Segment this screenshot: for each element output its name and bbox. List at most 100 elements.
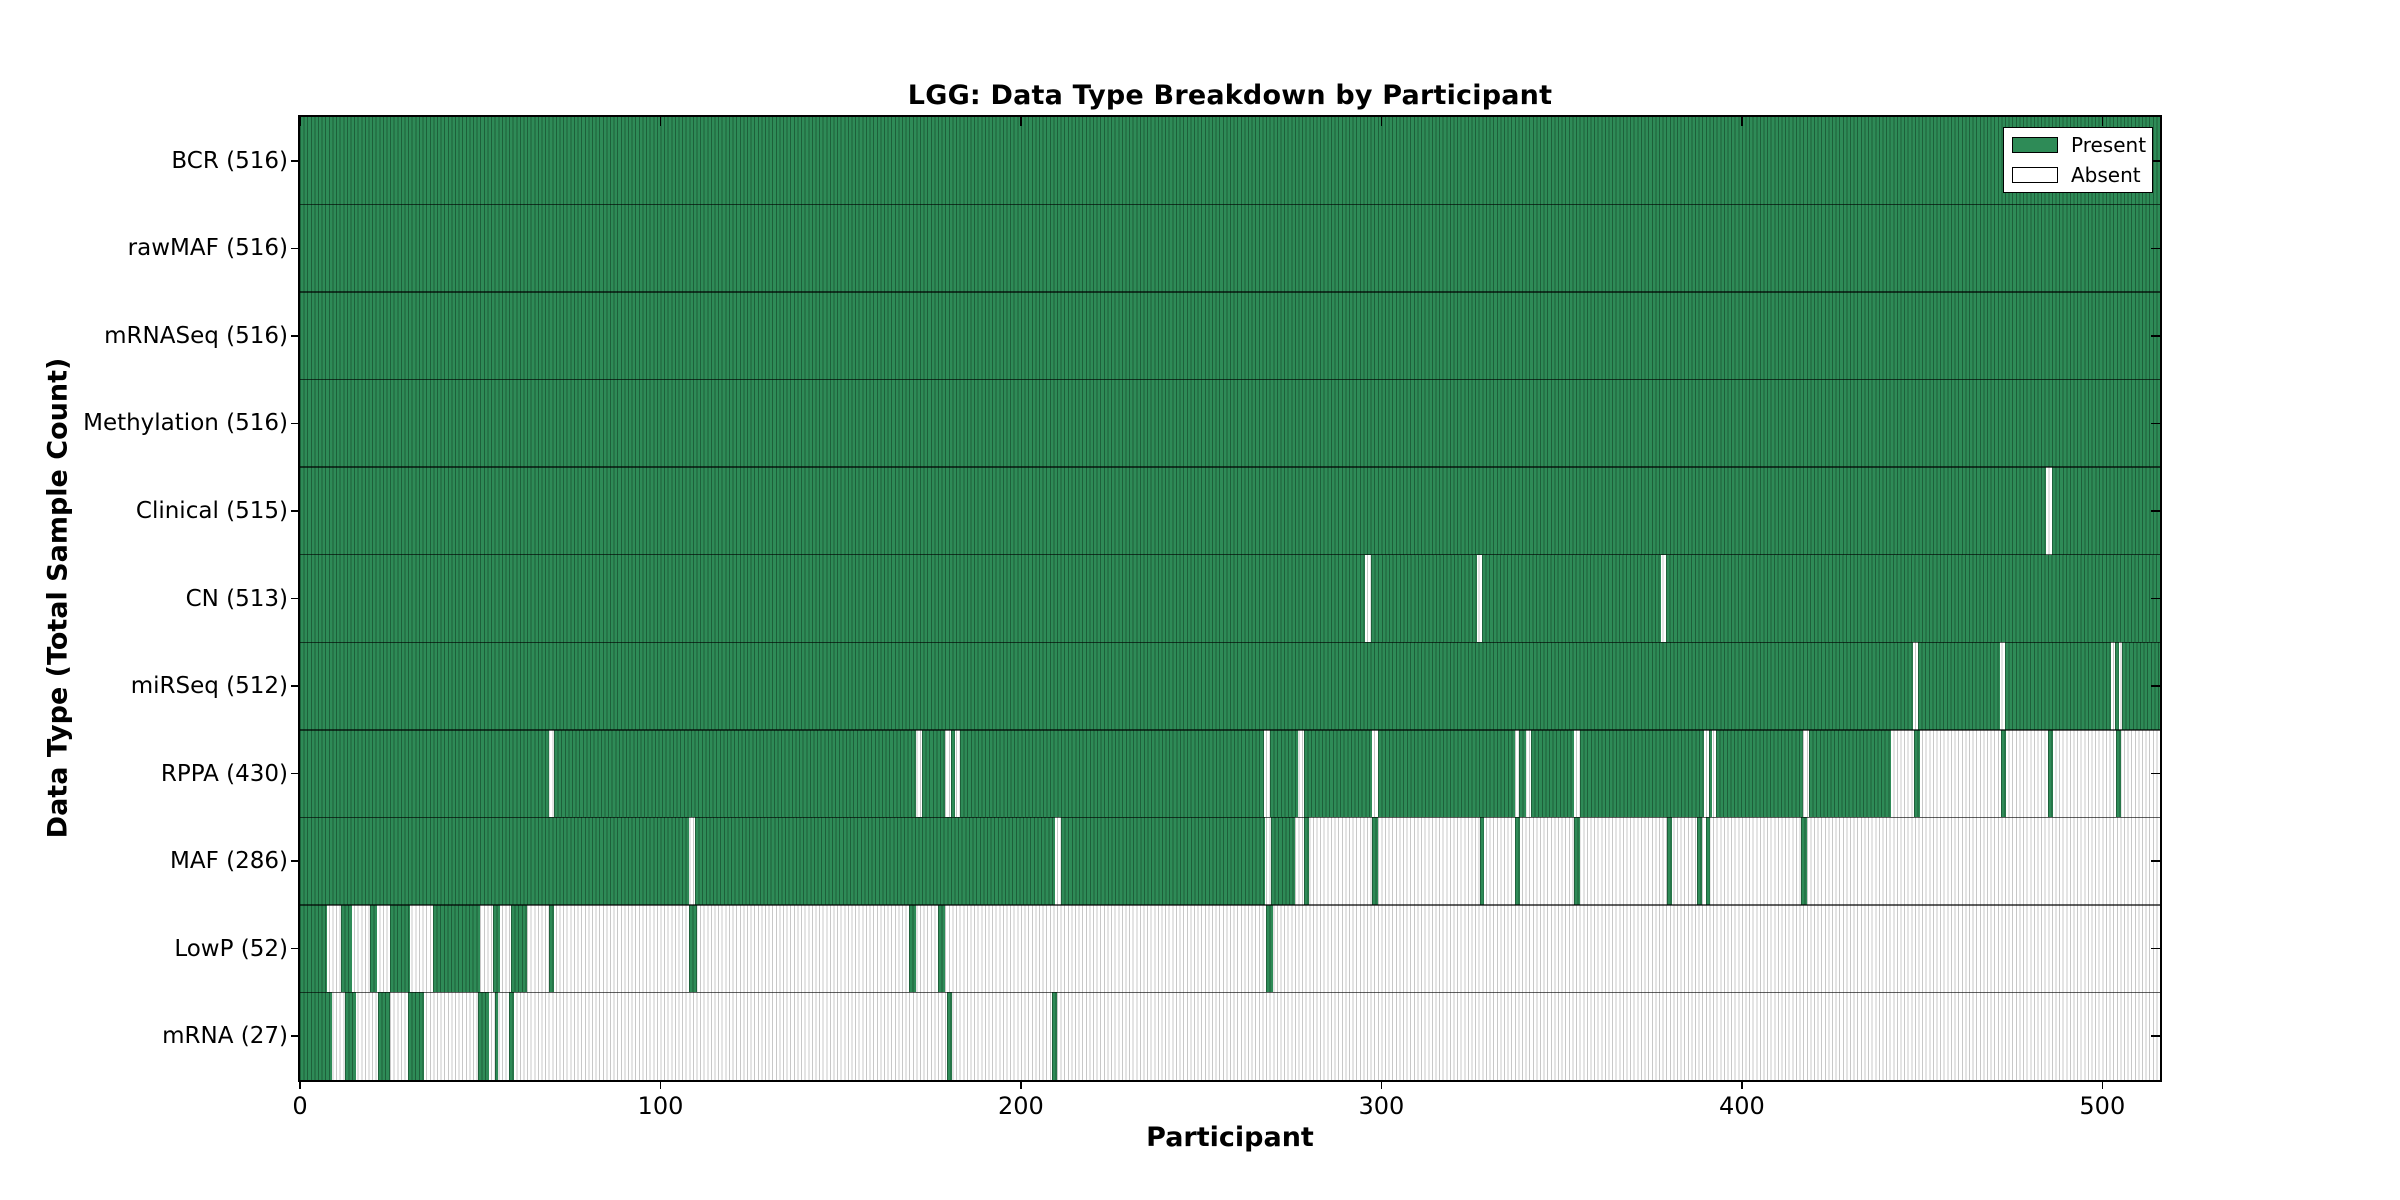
x-tick-label: 300 [1358,1092,1405,1120]
legend-entry-present: Present [2012,131,2152,158]
present-segment [950,729,956,818]
present-segment [300,467,2047,555]
x-tick-label: 200 [998,1092,1044,1120]
present-segment [2051,467,2160,555]
present-segment [1918,642,2000,730]
x-tick-mark [1741,117,1743,126]
y-tick-label: BCR (516) [171,147,288,174]
x-tick-mark [1380,117,1383,126]
present-segment [300,729,549,818]
present-segment [300,904,328,993]
legend-absent-label: Absent [2071,162,2141,187]
y-tick-label: mRNA (27) [162,1023,288,1050]
y-tick-label: rawMAF (516) [127,235,288,262]
y-tick-label: Methylation (516) [83,410,288,437]
row-methylation [300,379,2160,468]
present-segment [921,729,946,818]
present-segment [1482,554,1661,643]
y-tick-mark [291,510,300,512]
present-segment [2005,642,2112,730]
present-segment [300,817,690,905]
present-segment [408,992,425,1080]
x-tick-label: 0 [292,1092,308,1120]
x-tick-mark [2101,1080,2104,1089]
present-segment [1705,817,1711,905]
present-segment [2114,642,2119,730]
y-tick-label: CN (513) [185,585,288,612]
present-segment [909,904,917,993]
present-segment [492,904,501,993]
legend-present-swatch [2012,136,2058,153]
present-segment [300,642,1914,730]
present-segment [1530,729,1575,818]
present-segment [478,992,490,1080]
y-tick-label: mRNASeq (516) [104,322,288,349]
present-segment [300,204,2160,293]
present-segment [1708,729,1712,818]
legend-absent-swatch [2012,166,2058,183]
present-segment [1372,817,1378,905]
row-mrnaseq [300,292,2160,380]
x-tick-mark [1380,1080,1383,1089]
present-segment [1715,729,1804,818]
present-segment [694,817,1056,905]
row-divider [300,554,2160,556]
row-mrna [300,992,2160,1080]
row-lowp [300,904,2160,993]
y-tick-mark [2151,597,2160,600]
present-segment [1266,904,1274,993]
y-tick-mark [291,860,300,862]
present-segment [548,904,555,993]
x-axis-label: Participant [1146,1122,1314,1153]
present-segment [341,904,353,993]
y-tick-label: Clinical (515) [135,497,288,524]
legend-entry-absent: Absent [2012,161,2152,188]
y-tick-mark [291,422,300,425]
row-divider [300,816,2160,819]
y-tick-label: MAF (286) [170,848,288,875]
present-segment [1801,817,1807,905]
present-segment [300,379,2160,468]
present-segment [1060,817,1266,905]
y-tick-mark [291,597,300,600]
x-tick-mark [1020,1080,1022,1089]
legend-present-label: Present [2071,132,2147,157]
plot-area [300,117,2160,1080]
present-segment [2047,729,2053,818]
x-tick-label: 500 [2079,1092,2126,1120]
y-tick-mark [291,685,300,687]
present-segment [370,904,378,993]
present-segment [509,992,515,1080]
present-segment [2000,729,2007,818]
row-maf [300,817,2160,905]
y-tick-mark [2151,510,2160,512]
x-tick-mark [299,1080,301,1089]
present-segment [1914,729,1920,818]
present-segment [1479,817,1485,905]
present-segment [510,904,528,993]
present-segment [1303,817,1310,905]
x-tick-mark [1020,117,1022,126]
row-mirseq [300,642,2160,730]
present-segment [1269,729,1299,818]
present-segment [2116,729,2122,818]
y-tick-mark [291,1035,300,1037]
present-segment [1696,817,1703,905]
present-segment [554,729,917,818]
row-clinical [300,467,2160,555]
y-tick-mark [2151,947,2160,950]
present-segment [938,904,946,993]
present-segment [494,992,499,1080]
present-segment [1514,817,1521,905]
present-segment [345,992,356,1080]
row-divider [300,641,2160,643]
x-tick-mark [2101,117,2104,126]
row-divider [300,466,2160,468]
present-segment [300,292,2160,380]
row-rawmaf [300,204,2160,293]
present-segment [1574,817,1580,905]
row-divider [300,991,2160,994]
row-cn [300,554,2160,643]
y-tick-mark [291,772,300,775]
